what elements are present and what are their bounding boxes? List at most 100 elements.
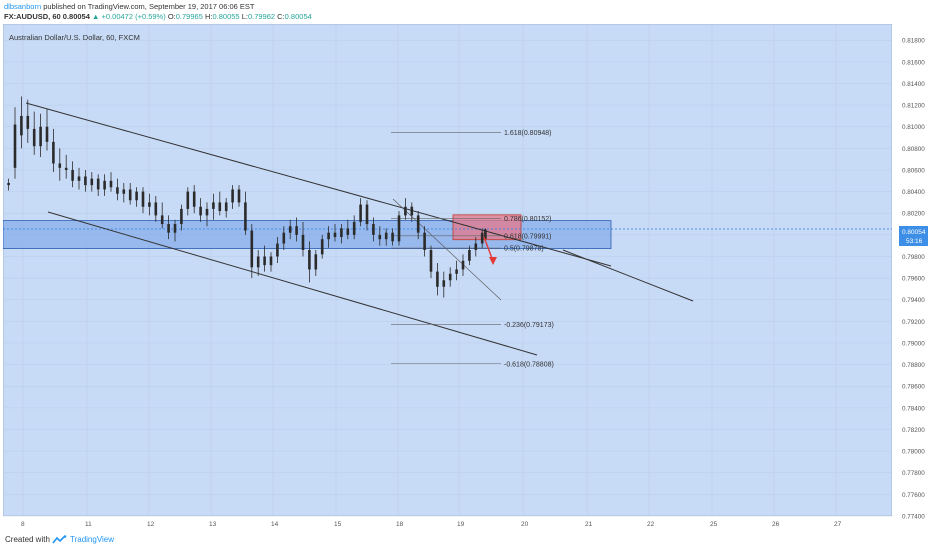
candle[interactable]: [13, 107, 17, 179]
candle[interactable]: [205, 202, 209, 227]
upper-channel-line[interactable]: [25, 102, 612, 267]
candle[interactable]: [154, 195, 158, 222]
candle[interactable]: [448, 267, 452, 287]
candle-body: [39, 126, 42, 147]
fib-anchor-line[interactable]: [392, 198, 502, 301]
candle[interactable]: [397, 211, 401, 246]
candle[interactable]: [404, 198, 407, 220]
time-axis[interactable]: [3, 516, 928, 530]
candle[interactable]: [384, 228, 388, 246]
candle[interactable]: [64, 154, 68, 179]
candle[interactable]: [282, 226, 286, 250]
candle[interactable]: [192, 185, 196, 214]
candle[interactable]: [224, 198, 228, 218]
candle[interactable]: [320, 234, 324, 259]
candle[interactable]: [237, 185, 241, 207]
candle[interactable]: [474, 237, 478, 257]
candle[interactable]: [199, 198, 202, 222]
plot-area[interactable]: [2, 23, 893, 517]
candle[interactable]: [26, 99, 30, 143]
upper-channel-extension[interactable]: [562, 249, 694, 302]
candle[interactable]: [122, 182, 126, 203]
candle[interactable]: [288, 219, 292, 240]
candle[interactable]: [391, 228, 394, 246]
candle[interactable]: [359, 198, 362, 227]
candle[interactable]: [346, 219, 350, 240]
candle[interactable]: [484, 228, 487, 240]
time-tick-label: 21: [585, 521, 593, 528]
candle[interactable]: [269, 252, 273, 272]
candle[interactable]: [116, 178, 119, 201]
candle[interactable]: [218, 191, 222, 216]
candle[interactable]: [148, 193, 151, 216]
candle[interactable]: [340, 224, 343, 244]
candle[interactable]: [295, 217, 298, 242]
candle[interactable]: [231, 185, 234, 209]
candle[interactable]: [45, 109, 49, 151]
candle[interactable]: [416, 211, 420, 240]
candle[interactable]: [461, 254, 465, 276]
candle-body: [77, 176, 81, 181]
candle[interactable]: [301, 221, 305, 257]
time-tick-label: 12: [147, 521, 155, 528]
candle[interactable]: [244, 191, 247, 235]
candle[interactable]: [442, 271, 446, 298]
candle[interactable]: [173, 219, 177, 242]
author-link[interactable]: dlbsanborn: [4, 2, 42, 11]
candle[interactable]: [263, 245, 266, 272]
candle[interactable]: [58, 148, 62, 181]
price-tick-label: 0.78000: [902, 449, 925, 456]
candle[interactable]: [141, 187, 145, 214]
candle[interactable]: [109, 172, 113, 192]
candle[interactable]: [167, 215, 170, 240]
candle[interactable]: [39, 113, 42, 158]
candle[interactable]: [84, 169, 87, 192]
chart-svg[interactable]: 1.618(0.80948) 0.786(0.80152) 0.618(0.7999…: [2, 23, 928, 530]
candle[interactable]: [96, 174, 100, 196]
candle[interactable]: [410, 202, 414, 222]
candle[interactable]: [468, 245, 471, 266]
price-chart[interactable]: 1.618(0.80948) 0.786(0.80152) 0.618(0.7999…: [2, 23, 928, 530]
candle[interactable]: [327, 226, 330, 248]
candle[interactable]: [71, 161, 74, 188]
candle-body: [26, 115, 30, 129]
price-axis[interactable]: [892, 24, 928, 516]
candle[interactable]: [314, 249, 318, 276]
candle[interactable]: [365, 200, 369, 231]
candle[interactable]: [90, 172, 94, 192]
candle[interactable]: [423, 226, 426, 257]
candle[interactable]: [7, 178, 10, 191]
candle[interactable]: [372, 217, 375, 242]
candle[interactable]: [256, 249, 260, 276]
lower-channel-line[interactable]: [47, 211, 538, 356]
candle-body: [455, 269, 458, 274]
candle[interactable]: [160, 202, 164, 229]
candle-body: [256, 256, 260, 268]
candle[interactable]: [429, 245, 433, 279]
candle-body: [180, 208, 183, 225]
candle-body: [250, 230, 254, 268]
candle[interactable]: [378, 226, 382, 246]
candle[interactable]: [308, 241, 311, 283]
price-tick-label: 0.78800: [902, 362, 925, 369]
candle[interactable]: [52, 128, 55, 173]
candle[interactable]: [212, 193, 215, 220]
candle[interactable]: [103, 174, 106, 196]
candle[interactable]: [186, 187, 190, 216]
candle[interactable]: [32, 111, 36, 155]
price-tick-label: 0.80600: [902, 167, 925, 174]
candle[interactable]: [352, 215, 356, 240]
candle[interactable]: [276, 237, 279, 263]
candle[interactable]: [480, 228, 484, 248]
candle[interactable]: [77, 167, 81, 190]
candle[interactable]: [20, 96, 23, 149]
candle[interactable]: [436, 262, 439, 296]
candle[interactable]: [250, 224, 254, 279]
tradingview-brand-link[interactable]: TradingView: [70, 535, 115, 544]
zone-layer: [2, 214, 892, 249]
candle[interactable]: [128, 182, 132, 205]
candle[interactable]: [135, 187, 138, 207]
candle[interactable]: [455, 260, 458, 281]
candle[interactable]: [180, 204, 183, 231]
candle[interactable]: [333, 224, 337, 242]
